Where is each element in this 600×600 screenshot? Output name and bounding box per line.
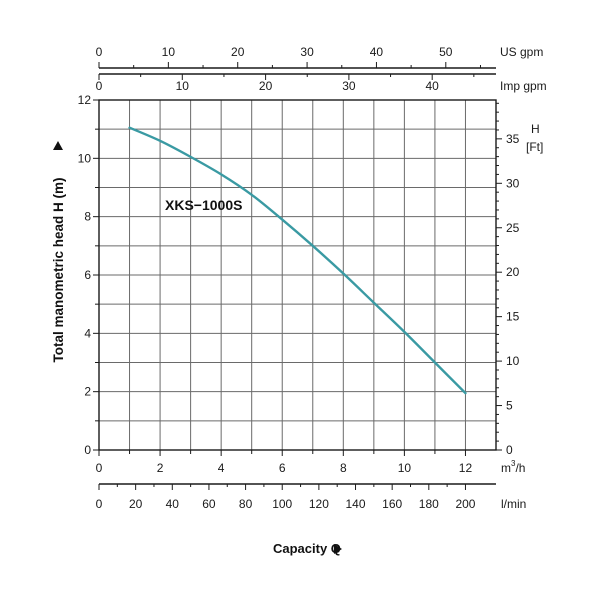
- y-tick-label: 6: [84, 268, 91, 282]
- x-tick-label: 6: [279, 461, 286, 475]
- us-gpm-tick-label: 50: [439, 45, 453, 59]
- y-right-tick-label: 25: [506, 221, 520, 235]
- y-right-tick-label: 20: [506, 265, 520, 279]
- y-right-tick-label: 0: [506, 443, 513, 457]
- imp-gpm-tick-label: 30: [342, 79, 356, 93]
- us-gpm-tick-label: 10: [162, 45, 176, 59]
- y-right-tick-label: 15: [506, 310, 520, 324]
- us-gpm-tick-label: 20: [231, 45, 245, 59]
- x-tick-label: 0: [96, 461, 103, 475]
- lmin-tick-label: 0: [96, 497, 103, 511]
- y-tick-label: 10: [78, 151, 92, 165]
- svg-text:Total manometric head H (m): Total manometric head H (m): [51, 177, 66, 362]
- lmin-tick-label: 160: [382, 497, 402, 511]
- axis-ticks: [93, 62, 502, 490]
- lmin-tick-label: 100: [272, 497, 292, 511]
- lmin-tick-label: 200: [455, 497, 475, 511]
- series-label: XKS−1000S: [165, 197, 242, 213]
- y-tick-label: 12: [78, 93, 92, 107]
- x-tick-label: 8: [340, 461, 347, 475]
- lmin-tick-label: 60: [202, 497, 216, 511]
- x-tick-label: 10: [398, 461, 412, 475]
- series-curve-xks-1000s: [128, 126, 467, 395]
- y-tick-label: 4: [84, 326, 91, 340]
- x-axis-arrow-icon: [334, 544, 342, 554]
- lmin-tick-label: 40: [166, 497, 180, 511]
- us-gpm-tick-label: 40: [370, 45, 384, 59]
- x-tick-label: 12: [459, 461, 473, 475]
- unit-m3h: m3/h: [501, 459, 525, 475]
- unit-imp-gpm: Imp gpm: [500, 79, 547, 93]
- lmin-tick-label: 80: [239, 497, 253, 511]
- lmin-tick-label: 120: [309, 497, 329, 511]
- imp-gpm-tick-label: 10: [176, 79, 190, 93]
- lmin-tick-label: 140: [346, 497, 366, 511]
- y-right-tick-label: 10: [506, 354, 520, 368]
- lmin-tick-label: 20: [129, 497, 143, 511]
- y-tick-label: 8: [84, 210, 91, 224]
- y-right-tick-label: 5: [506, 399, 513, 413]
- unit-h: H: [531, 122, 540, 136]
- x-axis-title: Capacity Q: [273, 541, 341, 556]
- us-gpm-tick-label: 30: [300, 45, 314, 59]
- lmin-tick-label: 180: [419, 497, 439, 511]
- us-gpm-tick-label: 0: [96, 45, 103, 59]
- grid-lines: [99, 100, 496, 450]
- y-tick-label: 0: [84, 443, 91, 457]
- unit-ft: [Ft]: [526, 140, 543, 154]
- y-axis-title: Total manometric head H (m): [51, 177, 66, 362]
- y-axis-arrow-icon: [53, 141, 63, 150]
- imp-gpm-tick-label: 0: [96, 79, 103, 93]
- unit-us-gpm: US gpm: [500, 45, 543, 59]
- imp-gpm-tick-label: 20: [259, 79, 273, 93]
- unit-lmin: l/min: [501, 497, 526, 511]
- x-tick-label: 4: [218, 461, 225, 475]
- imp-gpm-tick-label: 40: [426, 79, 440, 93]
- y-tick-label: 2: [84, 385, 91, 399]
- plot-frame: [98, 99, 497, 451]
- y-right-tick-label: 30: [506, 176, 520, 190]
- x-tick-label: 2: [157, 461, 164, 475]
- y-right-tick-label: 35: [506, 132, 520, 146]
